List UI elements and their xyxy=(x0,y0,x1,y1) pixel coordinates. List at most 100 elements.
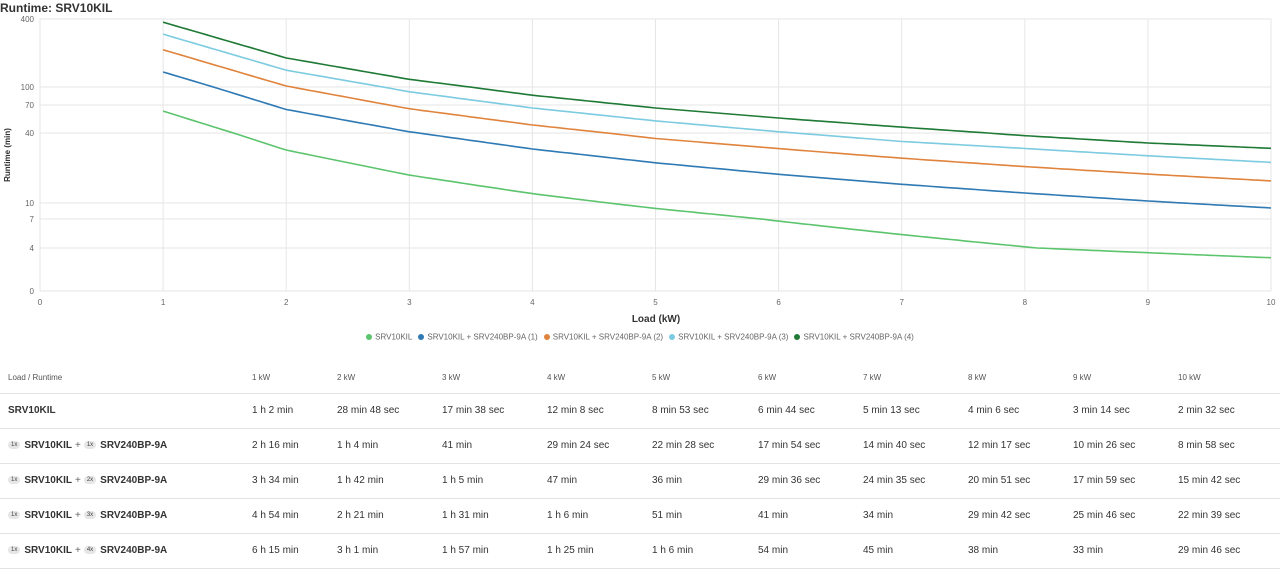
battery-model-name: SRV240BP-9A xyxy=(100,475,168,486)
legend-item[interactable]: SRV10KIL xyxy=(366,332,412,341)
configuration-cell: 1x SRV10KIL +3x SRV240BP-9A xyxy=(0,498,252,533)
series-line-2 xyxy=(162,71,1272,209)
table-row: SRV10KIL 1 h 2 min 28 min 48 sec 17 min 38 … xyxy=(0,393,1280,428)
runtime-cell: 12 min 17 sec xyxy=(968,440,1031,451)
runtime-cell: 17 min 38 sec xyxy=(442,405,505,416)
runtime-cell: 51 min xyxy=(652,510,683,521)
runtime-cell: 34 min xyxy=(863,510,894,521)
battery-quantity-badge: 2x xyxy=(83,476,97,485)
x-tick-label: 6 xyxy=(776,298,781,307)
runtime-cell: 1 h 57 min xyxy=(442,545,489,556)
runtime-cell: 36 min xyxy=(652,475,683,486)
legend-item[interactable]: SRV10KIL + SRV240BP-9A (3) xyxy=(669,332,788,341)
runtime-cell: 47 min xyxy=(547,475,578,486)
y-tick-labels: 0 4 7 10 40 70 100 400 xyxy=(21,15,35,296)
table-row: 1x SRV10KIL +4x SRV240BP-9A 6 h 15 min 3 h 1 … xyxy=(0,533,1280,568)
x-tick-label: 0 xyxy=(38,298,43,307)
battery-quantity-badge: 1x xyxy=(83,441,97,450)
runtime-cell: 17 min 54 sec xyxy=(758,440,821,451)
runtime-cell: 2 h 16 min xyxy=(252,440,299,451)
legend-label: SRV10KIL + SRV240BP-9A (1) xyxy=(427,332,538,342)
x-tick-label: 2 xyxy=(284,298,289,307)
configuration-cell: SRV10KIL xyxy=(0,393,252,428)
table-header-cell: 1 kW xyxy=(252,372,271,382)
ups-model-name: SRV10KIL xyxy=(24,475,72,486)
legend-label: SRV10KIL + SRV240BP-9A (4) xyxy=(803,332,914,342)
table-header-cell: 10 kW xyxy=(1178,372,1201,382)
runtime-cell: 10 min 26 sec xyxy=(1073,440,1136,451)
runtime-cell: 29 min 24 sec xyxy=(547,440,610,451)
series-line-3 xyxy=(162,49,1272,182)
configuration-cell: 1x SRV10KIL +2x SRV240BP-9A xyxy=(0,463,252,498)
ups-model-name: SRV10KIL xyxy=(24,545,72,556)
runtime-cell: 1 h 2 min xyxy=(252,405,294,416)
runtime-cell: 17 min 59 sec xyxy=(1073,475,1136,486)
runtime-cell: 29 min 42 sec xyxy=(968,510,1031,521)
ups-quantity-badge: 1x xyxy=(8,511,21,520)
y-tick-label: 10 xyxy=(25,199,34,208)
legend-item[interactable]: SRV10KIL + SRV240BP-9A (2) xyxy=(543,332,663,341)
runtime-cell: 33 min xyxy=(1073,545,1104,556)
runtime-cell: 15 min 42 sec xyxy=(1178,475,1241,486)
runtime-cell: 22 min 39 sec xyxy=(1178,510,1241,521)
runtime-cell: 41 min xyxy=(758,510,789,521)
plus-sign: + xyxy=(74,440,81,451)
configuration-cell: 1x SRV10KIL +4x SRV240BP-9A xyxy=(0,533,252,568)
runtime-cell: 6 min 44 sec xyxy=(758,405,815,416)
legend: SRV10KIL SRV10KIL + SRV240BP-9A (1) SRV10K… xyxy=(0,332,1280,341)
battery-model-name: SRV240BP-9A xyxy=(100,510,168,521)
runtime-cell: 20 min 51 sec xyxy=(968,475,1031,486)
table-header-row: Load / Runtime 1 kW 2 kW 3 kW 4 kW 5 kW 6 kW 7 … xyxy=(0,362,1280,393)
battery-model-name: SRV240BP-9A xyxy=(100,440,168,451)
table-header-cell: 3 kW xyxy=(442,372,461,382)
runtime-cell: 8 min 53 sec xyxy=(652,405,709,416)
y-tick-label: 100 xyxy=(21,83,35,92)
runtime-cell: 1 h 31 min xyxy=(442,510,489,521)
y-tick-label: 400 xyxy=(21,15,35,24)
runtime-cell: 1 h 6 min xyxy=(547,510,589,521)
runtime-table: Load / Runtime 1 kW 2 kW 3 kW 4 kW 5 kW 6 kW 7 … xyxy=(0,362,1280,569)
legend-item[interactable]: SRV10KIL + SRV240BP-9A (4) xyxy=(794,332,914,342)
series-lines xyxy=(162,21,1272,259)
x-tick-label: 3 xyxy=(407,298,412,307)
ups-quantity-badge: 1x xyxy=(8,441,21,450)
x-axis-label: Load (kW) xyxy=(632,314,680,325)
battery-quantity-badge: 4x xyxy=(83,546,97,555)
legend-item[interactable]: SRV10KIL + SRV240BP-9A (1) xyxy=(418,332,538,342)
x-tick-label: 7 xyxy=(899,298,904,307)
runtime-cell: 28 min 48 sec xyxy=(337,405,400,416)
runtime-cell: 5 min 13 sec xyxy=(863,405,920,416)
runtime-cell: 38 min xyxy=(968,545,999,556)
table-header-cell: 8 kW xyxy=(968,372,987,382)
y-tick-label: 40 xyxy=(25,129,34,138)
x-tick-label: 8 xyxy=(1023,298,1028,307)
runtime-cell: 4 min 6 sec xyxy=(968,405,1020,416)
legend-marker xyxy=(418,333,425,340)
x-tick-label: 9 xyxy=(1146,298,1151,307)
ups-model-name: SRV10KIL xyxy=(24,440,72,451)
legend-marker xyxy=(669,333,676,340)
table-header-cell: 9 kW xyxy=(1073,372,1092,382)
runtime-cell: 3 h 34 min xyxy=(252,475,299,486)
runtime-cell: 22 min 28 sec xyxy=(652,440,715,451)
x-tick-labels: 0 1 2 3 4 5 6 7 8 9 10 xyxy=(38,298,1276,307)
table-row: 1x SRV10KIL +3x SRV240BP-9A 4 h 54 min 2 h 21… xyxy=(0,498,1280,533)
table-header-cell: 2 kW xyxy=(337,372,356,382)
runtime-cell: 1 h 25 min xyxy=(547,545,594,556)
plus-sign: + xyxy=(74,510,81,521)
battery-model-name: SRV240BP-9A xyxy=(100,545,168,556)
ups-model-name: SRV10KIL xyxy=(8,405,56,416)
configuration-cell: 1x SRV10KIL +1x SRV240BP-9A xyxy=(0,428,252,463)
ups-quantity-badge: 1x xyxy=(8,476,21,485)
x-tick-label: 4 xyxy=(530,298,535,307)
runtime-cell: 54 min xyxy=(758,545,789,556)
runtime-cell: 6 h 15 min xyxy=(252,545,299,556)
series-line-1 xyxy=(162,110,1272,259)
x-tick-label: 1 xyxy=(161,298,166,307)
runtime-cell: 1 h 4 min xyxy=(337,440,379,451)
runtime-cell: 12 min 8 sec xyxy=(547,405,604,416)
runtime-chart: 0 4 7 10 40 70 100 400 0 1 2 3 4 5 6 7 8 9 10 Load (kW) R… xyxy=(3,15,1276,325)
runtime-cell: 1 h 42 min xyxy=(337,475,384,486)
runtime-cell: 4 h 54 min xyxy=(252,510,299,521)
series-line-4 xyxy=(162,33,1272,164)
